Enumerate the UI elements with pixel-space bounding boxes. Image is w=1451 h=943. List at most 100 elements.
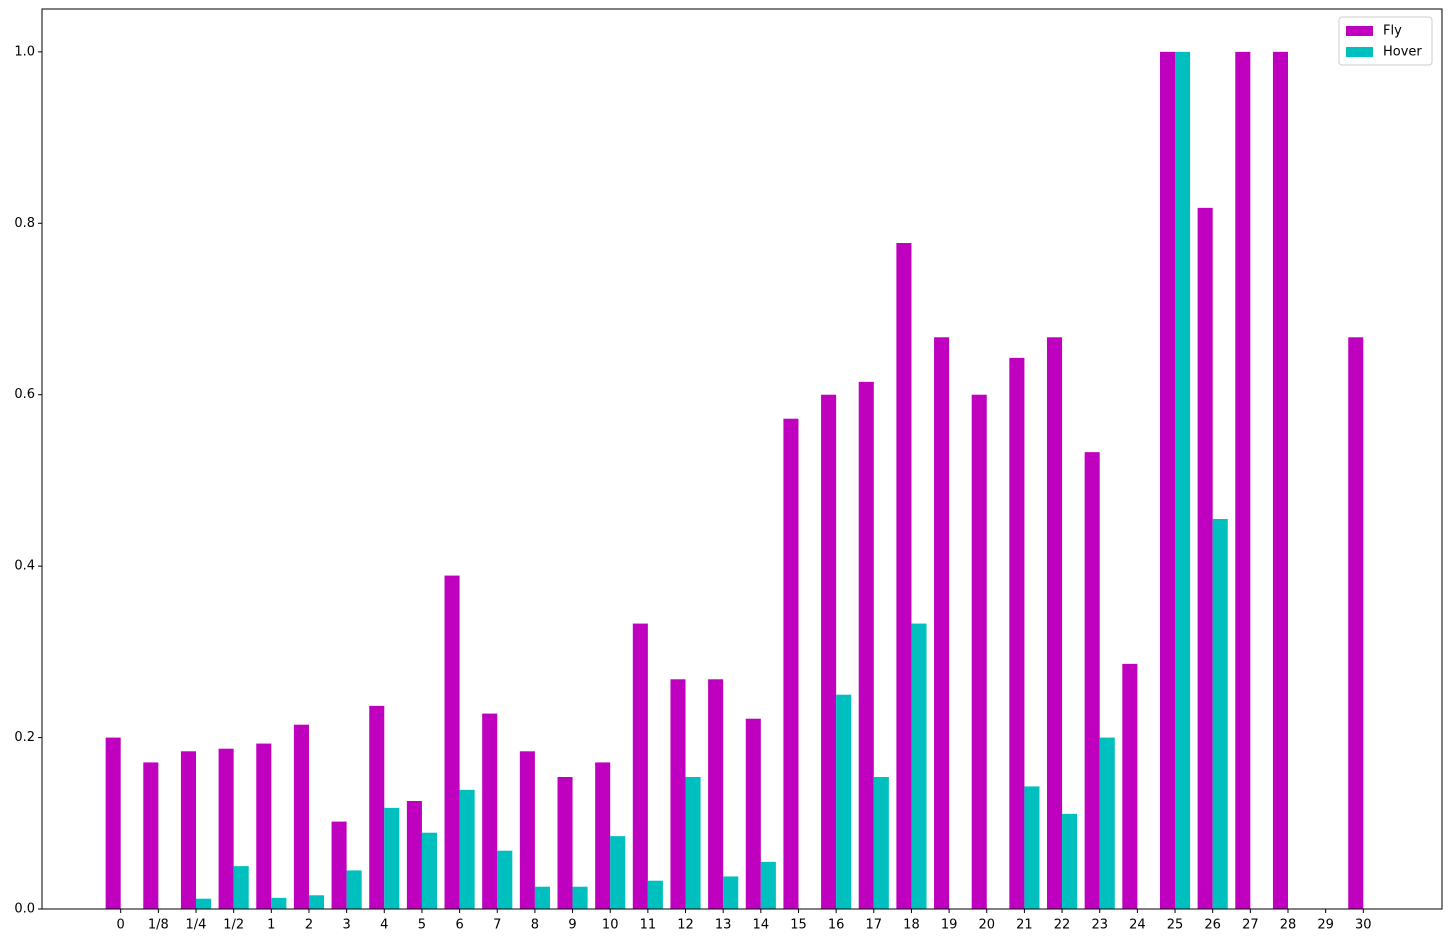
bar	[196, 898, 212, 909]
bar	[1084, 452, 1100, 909]
x-tick-label: 10	[602, 918, 619, 933]
x-tick-label: 22	[1054, 918, 1071, 933]
bar	[421, 832, 437, 909]
x-tick-label: 8	[531, 918, 539, 933]
bar	[1099, 737, 1115, 909]
bar	[911, 623, 927, 909]
x-tick-label: 25	[1167, 918, 1184, 933]
bar	[1212, 519, 1228, 909]
x-tick-label: 30	[1355, 918, 1372, 933]
bar	[444, 575, 460, 909]
bar	[1235, 51, 1251, 910]
x-tick-label: 14	[753, 918, 770, 933]
bar	[459, 789, 475, 909]
legend-label: Hover	[1383, 45, 1422, 60]
y-tick-label: 1.0	[14, 44, 35, 59]
x-tick-label: 1/2	[223, 918, 244, 933]
bar	[331, 821, 347, 909]
x-tick-label: 1/4	[186, 918, 207, 933]
bar	[836, 694, 852, 909]
bar	[595, 762, 611, 909]
bar	[1062, 813, 1078, 909]
x-tick-label: 24	[1129, 918, 1146, 933]
bar	[105, 737, 121, 909]
x-tick-label: 5	[418, 918, 426, 933]
y-tick-label: 0.4	[14, 559, 35, 574]
bar	[256, 743, 272, 909]
x-tick-label: 3	[342, 918, 350, 933]
bar	[293, 724, 309, 909]
bar	[534, 886, 550, 909]
bar	[708, 679, 724, 909]
bar	[745, 718, 761, 909]
x-tick-label: 28	[1280, 918, 1297, 933]
bar	[218, 748, 234, 909]
x-tick-label: 27	[1242, 918, 1259, 933]
bar	[934, 337, 950, 909]
bar	[180, 751, 197, 909]
bar	[723, 876, 739, 909]
bar	[346, 870, 362, 909]
bar	[670, 679, 686, 909]
x-tick-label: 23	[1091, 918, 1108, 933]
x-tick-label: 29	[1317, 918, 1334, 933]
axes-frame	[41, 8, 1443, 910]
x-tick-label: 20	[978, 918, 995, 933]
y-tick-label: 0.8	[14, 216, 35, 231]
bar	[783, 418, 799, 909]
x-tick-label: 18	[903, 918, 920, 933]
bar	[1009, 357, 1025, 909]
x-tick-label: 1	[267, 918, 275, 933]
bar	[519, 751, 535, 909]
bar	[1159, 51, 1176, 910]
bar	[572, 886, 588, 909]
bar	[271, 897, 287, 909]
legend-label: Fly	[1383, 24, 1402, 39]
legend: Fly Hover	[1338, 16, 1433, 66]
bar	[384, 807, 400, 909]
x-tick-label: 21	[1016, 918, 1033, 933]
bar	[873, 777, 889, 909]
bar	[1175, 51, 1191, 910]
bar	[647, 880, 663, 909]
bar	[497, 850, 513, 909]
x-tick-label: 16	[828, 918, 845, 933]
bar	[1348, 337, 1364, 909]
x-tick-label: 4	[380, 918, 388, 933]
bar	[308, 895, 325, 909]
bar	[369, 705, 385, 909]
bar	[971, 394, 987, 909]
bar	[632, 623, 648, 909]
bar	[1047, 337, 1063, 909]
y-tick-label: 0.0	[14, 902, 35, 917]
bar	[610, 836, 626, 909]
x-tick-label: 17	[866, 918, 883, 933]
bar	[821, 394, 837, 909]
x-tick-label: 7	[493, 918, 501, 933]
bar	[858, 381, 874, 909]
y-tick-label: 0.6	[14, 387, 35, 402]
bar	[482, 713, 498, 909]
x-tick-label: 13	[715, 918, 732, 933]
x-tick-label: 15	[790, 918, 807, 933]
bar	[233, 866, 249, 909]
x-tick-label: 9	[568, 918, 576, 933]
bar	[406, 801, 422, 909]
legend-swatch	[1346, 26, 1373, 36]
x-tick-label: 6	[455, 918, 463, 933]
bar	[143, 762, 159, 909]
bar	[896, 243, 912, 909]
bar	[760, 861, 776, 909]
bar	[1272, 51, 1288, 910]
legend-swatch	[1346, 47, 1373, 57]
x-tick-label: 11	[640, 918, 657, 933]
x-tick-label: 0	[117, 918, 125, 933]
bar	[1197, 207, 1213, 909]
bar	[1024, 786, 1040, 909]
x-tick-label: 1/8	[148, 918, 169, 933]
bar	[557, 777, 573, 909]
x-tick-label: 2	[305, 918, 313, 933]
bar	[685, 777, 701, 909]
y-tick-label: 0.2	[14, 730, 35, 745]
